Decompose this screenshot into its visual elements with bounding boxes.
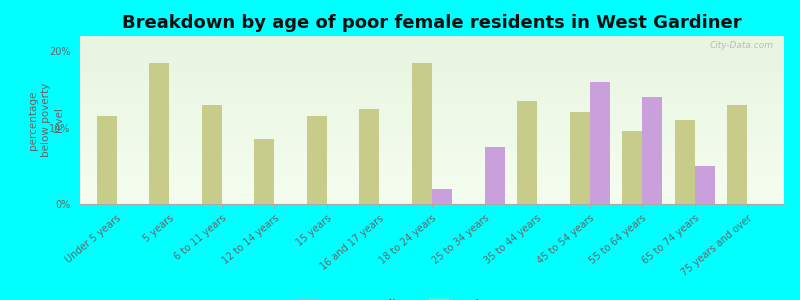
Bar [517,101,537,204]
Title: Breakdown by age of poor female residents in West Gardiner: Breakdown by age of poor female resident… [122,14,742,32]
Bar [622,131,642,204]
Bar [307,116,327,204]
Bar [485,147,505,204]
Legend: West Gardiner, Maine: West Gardiner, Maine [298,299,495,300]
Bar [150,63,170,204]
Bar [694,166,714,204]
Bar [642,97,662,204]
Bar [412,63,432,204]
Text: City-Data.com: City-Data.com [710,41,774,50]
Bar [432,189,452,204]
Bar [359,109,379,204]
Bar [727,105,747,204]
Bar [254,139,274,204]
Bar [97,116,117,204]
Bar [674,120,694,204]
Bar [570,112,590,204]
Bar [202,105,222,204]
Bar [590,82,610,204]
Y-axis label: percentage
below poverty
level: percentage below poverty level [28,83,64,157]
